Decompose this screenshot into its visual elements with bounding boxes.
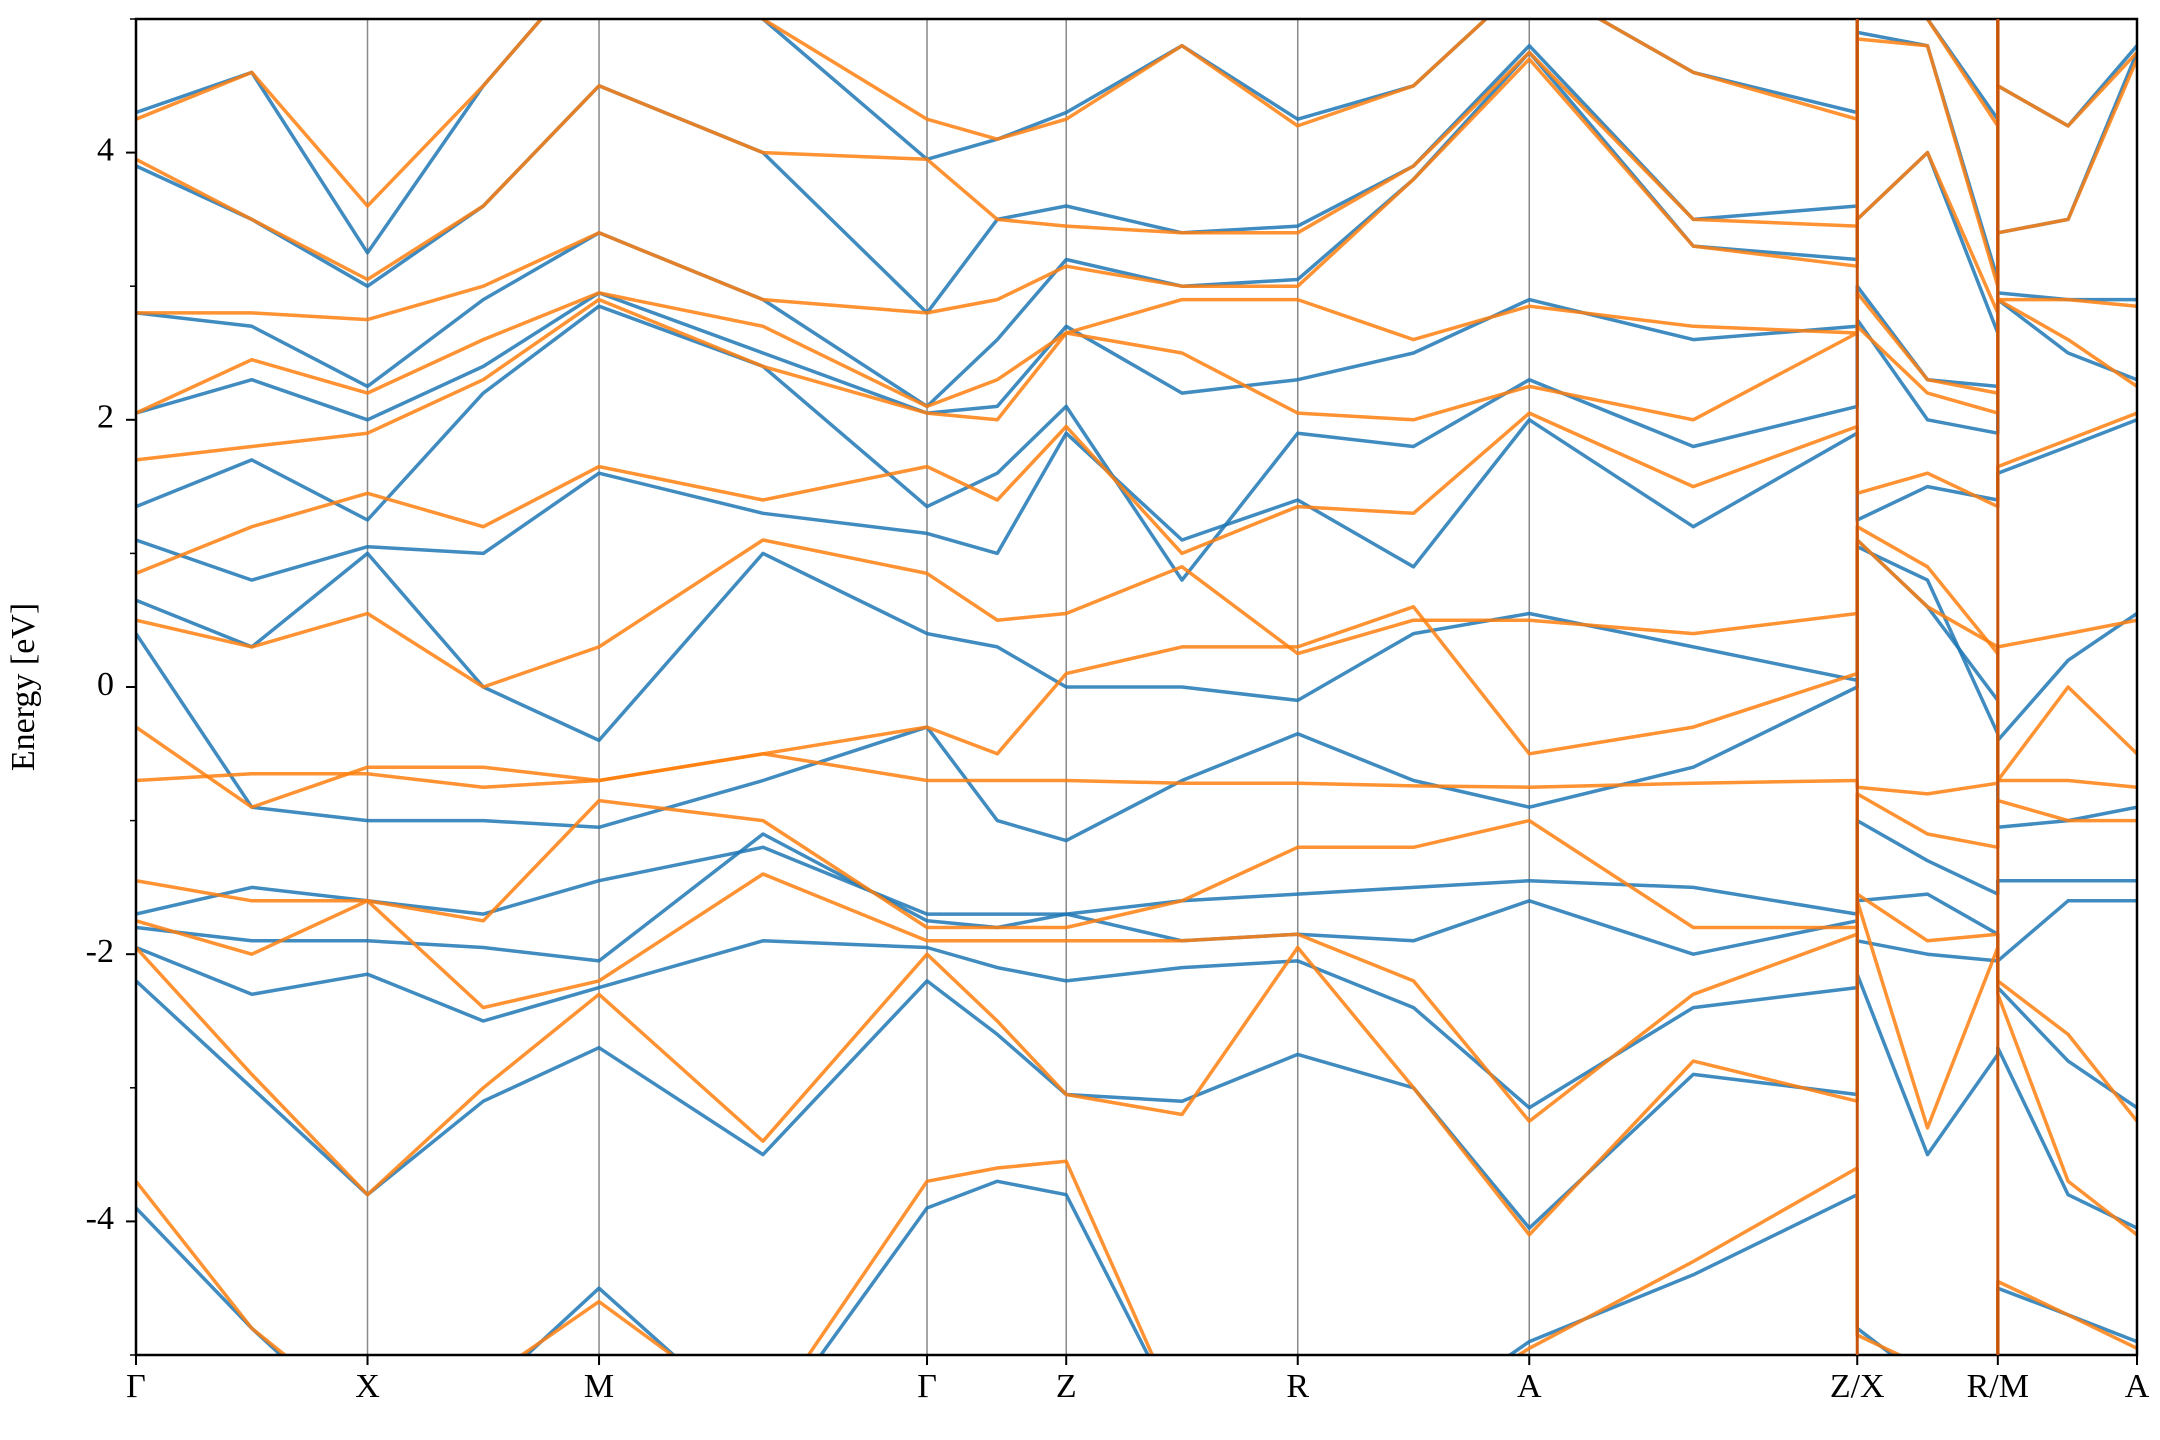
y-tick-label: 0 bbox=[97, 666, 114, 703]
band bbox=[136, 544, 2137, 843]
x-tick-label: R/M bbox=[1967, 1368, 2029, 1405]
band bbox=[136, 50, 2137, 409]
axes-layer: Γ X M Γ Z R A Z/X R/M A -4 -2 0 2 4 bbox=[86, 18, 2150, 1405]
y-tick-label: -4 bbox=[86, 1200, 114, 1237]
band bbox=[136, 19, 2000, 208]
band bbox=[136, 57, 2137, 322]
band bbox=[136, 818, 2137, 916]
band bbox=[136, 538, 2137, 809]
x-tick-label: Z/X bbox=[1830, 1368, 1885, 1405]
band bbox=[136, 752, 2137, 796]
x-tick-label: A bbox=[2125, 1368, 2150, 1405]
band bbox=[136, 872, 2137, 1123]
band bbox=[136, 297, 2137, 462]
band bbox=[136, 19, 2000, 255]
band bbox=[136, 939, 2137, 1110]
x-tick-label: R bbox=[1286, 1368, 1309, 1405]
y-tick-label: -2 bbox=[86, 933, 114, 970]
band bbox=[136, 37, 2137, 288]
band bbox=[136, 297, 2137, 582]
band bbox=[136, 284, 2137, 422]
band bbox=[136, 899, 2137, 1237]
band bbox=[136, 972, 2137, 1230]
x-tick-label: Γ bbox=[917, 1368, 937, 1405]
y-tick-label: 2 bbox=[97, 399, 114, 436]
x-tick-label: X bbox=[355, 1368, 380, 1405]
x-tick-label: A bbox=[1517, 1368, 1542, 1405]
bands-layer bbox=[136, 19, 2137, 1355]
y-axis-label: Energy [eV] bbox=[5, 603, 42, 771]
band bbox=[136, 538, 2137, 743]
x-tick-label: Γ bbox=[126, 1368, 146, 1405]
x-tick-label: Z bbox=[1056, 1368, 1077, 1405]
band bbox=[136, 792, 2137, 930]
y-tick-label: 4 bbox=[97, 131, 114, 168]
x-tick-label: M bbox=[584, 1368, 614, 1405]
band bbox=[136, 524, 2137, 689]
band bbox=[136, 411, 2137, 576]
band bbox=[136, 291, 2137, 415]
